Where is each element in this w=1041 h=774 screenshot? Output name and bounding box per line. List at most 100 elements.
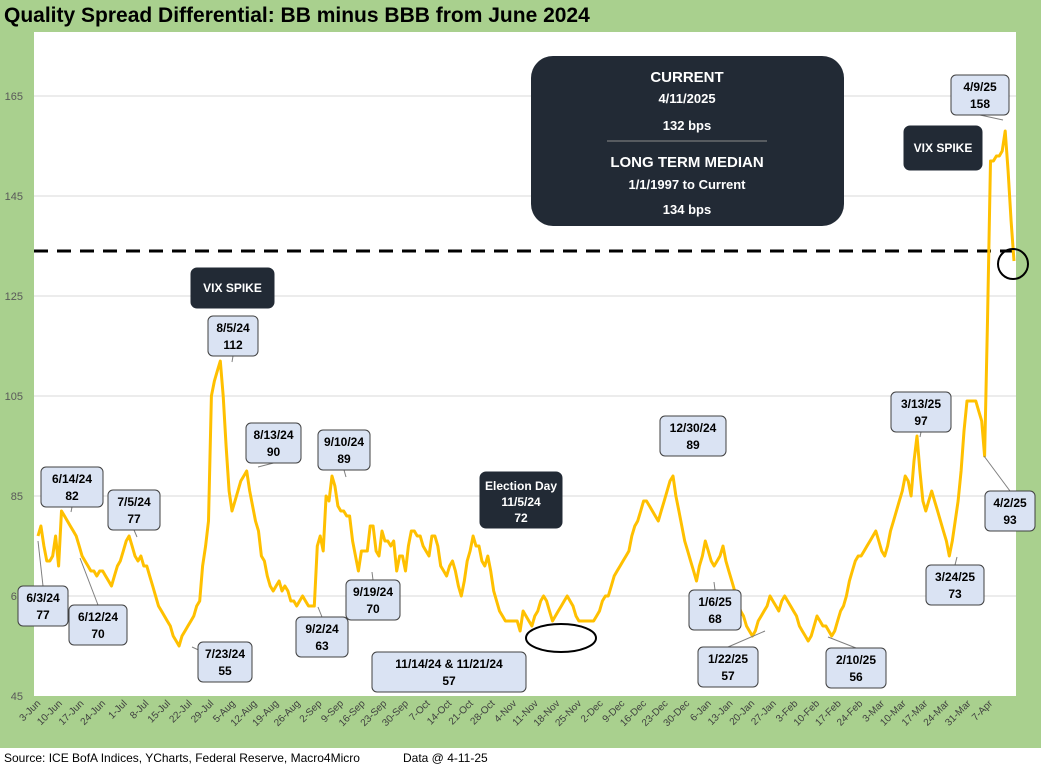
y-tick-label: 145 (5, 191, 23, 203)
callout-date: 9/19/24 (353, 585, 393, 599)
election-day-label: Election Day 11/5/24 72 (485, 479, 557, 525)
callout-date: 1/6/25 (698, 595, 732, 609)
x-tick-label: 22-Jul (168, 698, 195, 725)
callout-leader (371, 571, 374, 581)
callout-value: 112 (223, 338, 243, 352)
callout-9-19-24: 9/19/24 70 (345, 579, 401, 621)
callout-box (295, 616, 349, 658)
callout-6-12-24: 6/12/24 70 (68, 604, 128, 646)
callout-box (197, 641, 253, 683)
callout-8-5-24: 8/5/24 112 (207, 315, 259, 357)
callout-box (371, 651, 527, 693)
callout-value: 73 (948, 587, 962, 601)
callout-date: 8/5/24 (216, 321, 250, 335)
callout-value: 77 (127, 512, 141, 526)
callout-value: 158 (970, 97, 990, 111)
callout-box (950, 74, 1010, 116)
median-range: 1/1/1997 to Current (628, 177, 746, 192)
callout-date: 6/3/24 (26, 591, 60, 605)
callout-leader (827, 636, 857, 649)
x-tick-label: 7-Apr (970, 698, 996, 724)
callout-leader (70, 506, 73, 513)
callout-box (697, 646, 759, 688)
chart-title: Quality Spread Differential: BB minus BB… (4, 4, 590, 27)
callout-value: 56 (849, 670, 863, 684)
callout-box (107, 489, 161, 531)
callout-leader (727, 630, 766, 648)
callout-value: 77 (36, 608, 50, 622)
x-tick-label: 15-Jul (146, 698, 173, 725)
gridlines (34, 95, 1016, 597)
median-value: 134 bps (663, 202, 711, 217)
plot-area (34, 32, 1016, 696)
callout-date: 4/9/25 (963, 80, 997, 94)
callout-date: 9/10/24 (324, 435, 364, 449)
callout-11-14-24-11-21-24: 11/14/24 & 11/21/24 57 (371, 651, 527, 693)
callout-box (317, 429, 371, 471)
callout-date: 11/14/24 & 11/21/24 (395, 657, 503, 671)
callout-4-2-25: 4/2/25 93 (984, 490, 1036, 532)
callout-leader (983, 455, 1011, 492)
callout-date: 9/2/24 (305, 622, 339, 636)
callout-date: 12/30/24 (670, 421, 717, 435)
callout-box (40, 466, 104, 508)
callout-12-30-24: 12/30/24 89 (659, 415, 727, 457)
callout-leader (954, 556, 958, 566)
callout-date: 4/2/25 (993, 496, 1027, 510)
callout-date: 7/23/24 (205, 647, 245, 661)
callout-date: 6/14/24 (52, 472, 92, 486)
x-axis: 3-Jun10-Jun17-Jun24-Jun1-Jul8-Jul15-Jul2… (18, 698, 996, 729)
callout-leader (317, 606, 323, 618)
callout-6-14-24: 6/14/24 82 (40, 466, 104, 508)
y-tick-label: 125 (5, 291, 23, 303)
callout-value: 55 (218, 664, 232, 678)
callout-value: 68 (708, 612, 722, 626)
callout-3-24-25: 3/24/25 73 (925, 564, 985, 606)
callout-value: 70 (366, 602, 380, 616)
callout-6-3-24: 6/3/24 77 (17, 585, 69, 627)
x-tick-label: 29-Jul (189, 698, 216, 725)
current-value-circle (997, 248, 1029, 280)
callouts: 6/3/24 77 6/12/24 70 6/14/24 82 7/5/24 77 7/23/2… (17, 74, 1036, 693)
callout-value: 63 (315, 639, 329, 653)
y-tick-label: 105 (5, 391, 23, 403)
callout-1-6-25: 1/6/25 68 (688, 589, 742, 631)
callout-date: 6/12/24 (78, 610, 118, 624)
callout-box (984, 490, 1036, 532)
x-tick-label: 2-Dec (579, 698, 606, 725)
current-date: 4/11/2025 (658, 91, 715, 106)
vix-spike-box-aug: VIX SPIKE (190, 267, 275, 309)
callout-box (207, 315, 259, 357)
callout-box (68, 604, 128, 646)
callout-4-9-25: 4/9/25 158 (950, 74, 1010, 116)
election-trough-ellipse (525, 623, 597, 653)
callout-value: 89 (686, 438, 700, 452)
callout-7-23-24: 7/23/24 55 (197, 641, 253, 683)
x-tick-label: 2-Sep (298, 698, 325, 725)
callout-9-10-24: 9/10/24 89 (317, 429, 371, 471)
callout-value: 97 (914, 414, 928, 428)
callout-3-13-25: 3/13/25 97 (890, 391, 952, 433)
callout-box (17, 585, 69, 627)
vix-spike-box-apr: VIX SPIKE (903, 125, 983, 171)
callout-value: 57 (721, 669, 735, 683)
callout-1-22-25: 1/22/25 57 (697, 646, 759, 688)
callout-box (925, 564, 985, 606)
x-tick-label: 28-Oct (468, 698, 497, 727)
vix-spike-label: VIX SPIKE (203, 281, 262, 295)
footer-data-date: Data @ 4-11-25 (403, 751, 488, 765)
callout-value: 70 (91, 627, 105, 641)
y-tick-label: 165 (5, 91, 23, 103)
callout-value: 57 (442, 674, 456, 688)
callout-leader (37, 540, 44, 587)
callout-box (659, 415, 727, 457)
callout-date: 2/10/25 (836, 653, 876, 667)
y-tick-label: 85 (11, 491, 23, 503)
callout-leader (133, 529, 138, 538)
callout-date: 1/22/25 (708, 652, 748, 666)
footer-source: Source: ICE BofA Indices, YCharts, Feder… (4, 751, 360, 765)
callout-8-13-24: 8/13/24 90 (245, 422, 302, 464)
y-tick-label: 45 (11, 691, 23, 703)
